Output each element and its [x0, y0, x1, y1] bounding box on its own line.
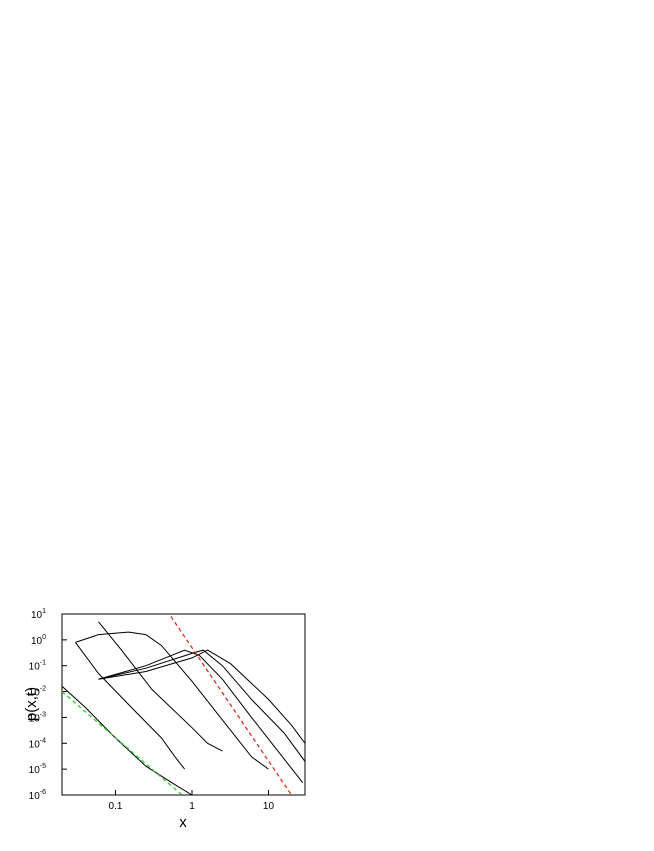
plot-frame	[61, 613, 306, 796]
y-tick-exponent: -6	[40, 789, 46, 796]
y-tick-exponent: -2	[40, 686, 46, 693]
y-tick-base: 10	[29, 713, 41, 724]
y-tick-base: 10	[29, 791, 41, 802]
y-tick-exponent: -4	[40, 737, 46, 744]
y-tick-exponent: 1	[42, 608, 46, 615]
y-tick-label: 10-1	[29, 660, 46, 673]
series-line	[98, 621, 223, 752]
series-line	[75, 631, 269, 770]
x-tick-label: 1	[189, 801, 195, 812]
y-axis-label: p(x,t)	[23, 687, 40, 721]
series-line	[62, 691, 183, 795]
x-axis-label: x	[179, 814, 187, 831]
y-tick-label: 10-6	[29, 789, 46, 802]
y-tick-exponent: -1	[40, 660, 46, 667]
y-tick-base: 10	[31, 636, 43, 647]
x-tick-label: 10	[263, 801, 275, 812]
y-tick-exponent: -3	[40, 711, 46, 718]
y-tick-exponent: -5	[40, 763, 46, 770]
y-tick-label: 100	[31, 634, 46, 647]
series-line	[98, 649, 304, 784]
y-tick-base: 10	[29, 739, 41, 750]
y-tick-exponent: 0	[42, 634, 46, 641]
x-tick-label: 0.1	[109, 801, 123, 812]
y-tick-label: 10-2	[29, 686, 46, 699]
y-tick-base: 10	[29, 688, 41, 699]
series-line	[62, 685, 193, 795]
y-tick-label: 101	[31, 608, 46, 621]
y-tick-label: 10-3	[29, 711, 46, 724]
series-line	[170, 616, 293, 795]
y-tick-base: 10	[29, 765, 41, 776]
series-line	[98, 649, 305, 744]
y-tick-label: 10-4	[29, 737, 46, 750]
y-tick-base: 10	[31, 610, 43, 621]
series-line	[98, 649, 305, 762]
y-tick-base: 10	[29, 662, 41, 673]
y-tick-label: 10-5	[29, 763, 46, 776]
series-line	[75, 642, 185, 770]
